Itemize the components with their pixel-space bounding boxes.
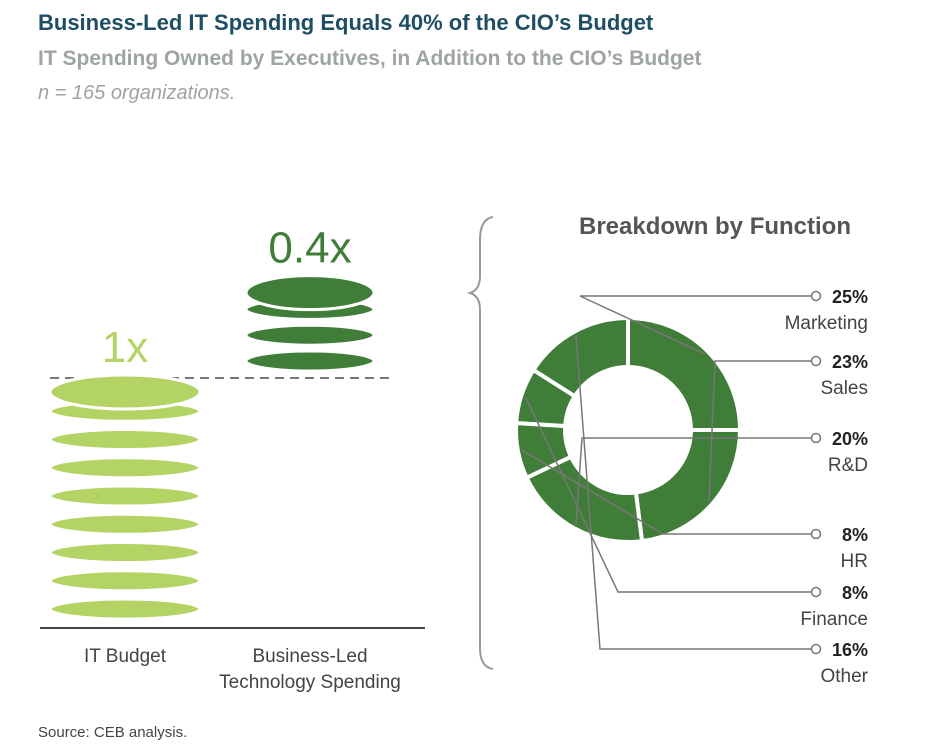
slice-label-sales: Sales [820, 378, 868, 399]
slice-label-other: Other [820, 666, 868, 687]
callout-dot-rd [810, 432, 822, 444]
coin [48, 541, 202, 564]
callout-line-marketing [579, 295, 811, 355]
coin [48, 597, 202, 621]
slice-label-marketing: Marketing [785, 313, 868, 334]
category-label: Business-Led [252, 646, 367, 667]
slice-value-hr: 8% [842, 525, 868, 545]
slice-label-rd: R&D [828, 455, 868, 476]
coin-bars-chart: 1x IT Budget 0.4x Business-Led Technology Sp… [40, 224, 425, 693]
callout-line-rd [575, 437, 811, 525]
donut-callouts: 25% Marketing 23% Sales 20% R&D 8% HR 8% Finance 1… [521, 287, 869, 687]
chart-title: Business-Led IT Spending Equals 40% of t… [38, 10, 654, 35]
donut-title: Breakdown by Function [579, 213, 851, 240]
slice-label-hr: HR [841, 551, 868, 572]
source-note: Source: CEB analysis. [38, 724, 188, 741]
value-label-0: 1x [102, 323, 148, 372]
callout-dot-other [810, 643, 822, 655]
donut-slice-marketing [626, 315, 743, 432]
coin-top [48, 373, 202, 411]
category-label: IT Budget [84, 646, 167, 667]
slice-label-finance: Finance [800, 609, 868, 630]
coin [48, 569, 202, 593]
coin [48, 484, 202, 508]
callout-line-hr [521, 449, 811, 535]
callout-line-finance [524, 396, 811, 593]
slice-value-marketing: 25% [832, 287, 868, 307]
donut-slice-sales [633, 428, 743, 544]
slice-value-rd: 20% [832, 429, 868, 449]
coin-stack-1 [244, 274, 376, 373]
callout-line-sales [708, 360, 811, 502]
callout-dot-sales [810, 355, 822, 367]
coin [48, 428, 202, 451]
coin [244, 349, 376, 373]
value-label-1: 0.4x [268, 224, 351, 273]
slice-value-other: 16% [832, 640, 868, 660]
callout-dot-marketing [810, 290, 822, 302]
callout-dot-hr [810, 528, 822, 540]
slice-value-sales: 23% [832, 352, 868, 372]
slice-value-finance: 8% [842, 583, 868, 603]
callout-line-other [575, 335, 811, 650]
coin-stack-0 [48, 373, 202, 621]
callout-dot-finance [810, 586, 822, 598]
coin [244, 323, 376, 347]
coin [48, 512, 202, 536]
brace-bracket [466, 216, 494, 670]
sample-size-note: n = 165 organizations. [38, 82, 236, 104]
category-label: Technology Spending [219, 672, 401, 693]
coin-top [244, 274, 376, 312]
coin [48, 456, 202, 480]
function-donut-chart [514, 315, 743, 544]
chart-subtitle: IT Spending Owned by Executives, in Addi… [38, 47, 702, 70]
